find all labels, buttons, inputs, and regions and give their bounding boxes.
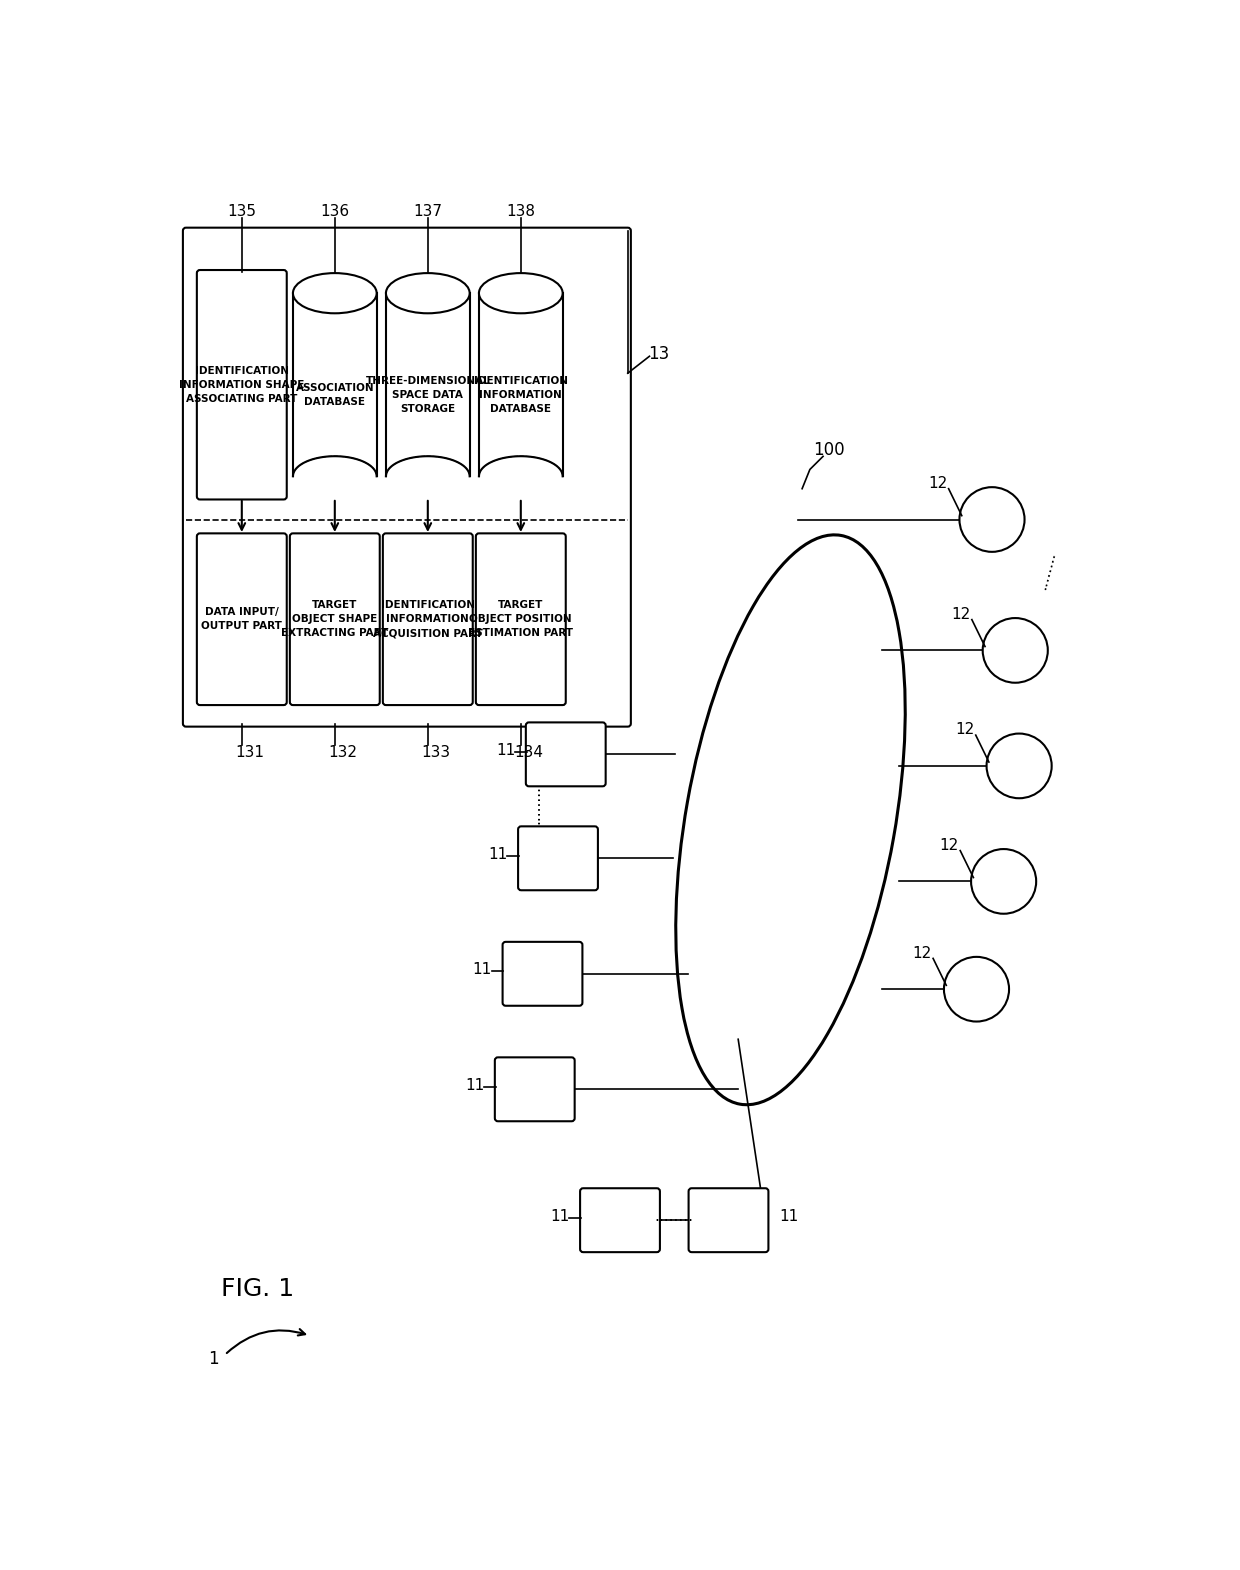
Text: 11: 11 bbox=[472, 962, 492, 978]
Ellipse shape bbox=[479, 273, 563, 314]
Text: 12: 12 bbox=[951, 606, 971, 622]
Text: TARGET
OBJECT POSITION
ESTIMATION PART: TARGET OBJECT POSITION ESTIMATION PART bbox=[469, 600, 573, 639]
Circle shape bbox=[960, 487, 1024, 551]
Circle shape bbox=[971, 849, 1037, 914]
Text: 12: 12 bbox=[940, 838, 959, 853]
FancyBboxPatch shape bbox=[476, 534, 565, 705]
Text: 100: 100 bbox=[813, 441, 846, 458]
Text: 137: 137 bbox=[413, 204, 443, 218]
Circle shape bbox=[982, 619, 1048, 683]
Text: FIG. 1: FIG. 1 bbox=[221, 1278, 294, 1302]
Text: 12: 12 bbox=[955, 722, 975, 738]
FancyBboxPatch shape bbox=[184, 228, 631, 727]
Text: TARGET
OBJECT SHAPE
EXTRACTING PART: TARGET OBJECT SHAPE EXTRACTING PART bbox=[281, 600, 388, 639]
Text: 12: 12 bbox=[913, 945, 932, 961]
Polygon shape bbox=[293, 294, 377, 476]
Text: 131: 131 bbox=[236, 746, 264, 760]
Text: 11: 11 bbox=[496, 743, 516, 758]
Text: ........: ........ bbox=[527, 785, 542, 824]
Text: DATA INPUT/
OUTPUT PART: DATA INPUT/ OUTPUT PART bbox=[201, 608, 283, 631]
FancyBboxPatch shape bbox=[526, 722, 605, 787]
FancyBboxPatch shape bbox=[290, 534, 379, 705]
Polygon shape bbox=[386, 294, 470, 476]
Text: ........: ........ bbox=[655, 1209, 693, 1225]
Text: IDENTIFICATION
INFORMATION
DATABASE: IDENTIFICATION INFORMATION DATABASE bbox=[474, 375, 568, 414]
FancyBboxPatch shape bbox=[197, 270, 286, 499]
Text: ........: ........ bbox=[1034, 550, 1059, 590]
FancyBboxPatch shape bbox=[518, 826, 598, 890]
Ellipse shape bbox=[293, 273, 377, 314]
Text: 11: 11 bbox=[551, 1209, 569, 1225]
Text: IDENTIFICATION
INFORMATION SHAPE
ASSOCIATING PART: IDENTIFICATION INFORMATION SHAPE ASSOCIA… bbox=[179, 366, 305, 403]
Text: 11: 11 bbox=[489, 846, 507, 862]
Text: 13: 13 bbox=[649, 345, 670, 363]
FancyBboxPatch shape bbox=[197, 534, 286, 705]
Text: 135: 135 bbox=[227, 204, 257, 218]
Text: 12: 12 bbox=[928, 476, 947, 491]
Text: 1: 1 bbox=[208, 1350, 218, 1367]
Circle shape bbox=[944, 956, 1009, 1022]
Text: 11: 11 bbox=[779, 1209, 799, 1225]
Bar bbox=[186, 231, 627, 724]
Circle shape bbox=[987, 733, 1052, 798]
FancyBboxPatch shape bbox=[502, 942, 583, 1006]
FancyBboxPatch shape bbox=[688, 1188, 769, 1253]
Text: 133: 133 bbox=[422, 746, 450, 760]
Text: 11: 11 bbox=[465, 1079, 485, 1093]
Ellipse shape bbox=[386, 273, 470, 314]
Text: 134: 134 bbox=[515, 746, 543, 760]
Polygon shape bbox=[479, 294, 563, 476]
Text: IDENTIFICATION
INFORMATION
ACQUISITION PART: IDENTIFICATION INFORMATION ACQUISITION P… bbox=[373, 600, 482, 639]
Text: THREE-DIMENSIONAL
SPACE DATA
STORAGE: THREE-DIMENSIONAL SPACE DATA STORAGE bbox=[366, 375, 490, 414]
Text: 136: 136 bbox=[320, 204, 350, 218]
FancyBboxPatch shape bbox=[383, 534, 472, 705]
Text: 132: 132 bbox=[329, 746, 357, 760]
FancyBboxPatch shape bbox=[580, 1188, 660, 1253]
Text: ASSOCIATION
DATABASE: ASSOCIATION DATABASE bbox=[295, 383, 374, 407]
FancyBboxPatch shape bbox=[495, 1057, 574, 1121]
Text: 138: 138 bbox=[506, 204, 536, 218]
